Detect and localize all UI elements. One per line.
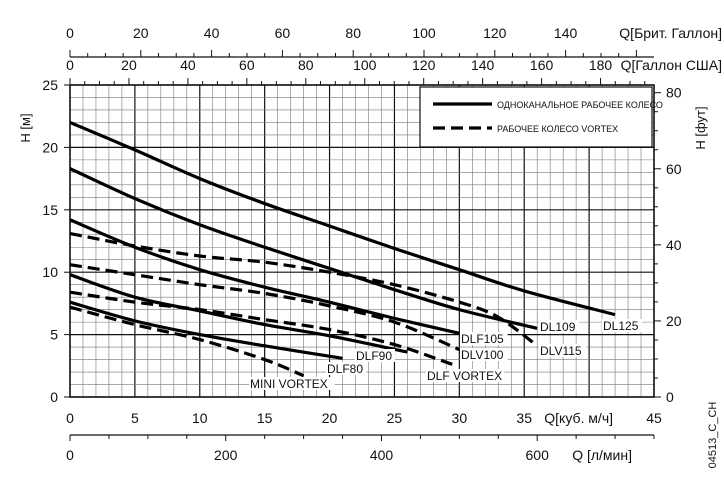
legend-label-dashed: РАБОЧЕЕ КОЛЕСО VORTEX: [497, 124, 618, 134]
us-gal-axis-label: Q[Галлон США]: [621, 57, 722, 73]
uk-gal-tick-label: 100: [412, 25, 436, 41]
curve-label-bg: [602, 319, 642, 332]
uk-gal-tick-label: 0: [66, 25, 74, 41]
ft-axis-label: H [фут]: [693, 106, 708, 149]
curve-dlf90: [69, 273, 408, 354]
ft-tick-label: 60: [666, 161, 682, 177]
us-gal-tick-label: 40: [180, 57, 196, 73]
ft-tick-label: 40: [666, 237, 682, 253]
lpm-tick-label: 200: [214, 447, 238, 463]
lpm-tick-label: 400: [370, 447, 394, 463]
uk-gal-tick-label: 20: [133, 25, 149, 41]
curve-label-dl125: DL125: [603, 319, 639, 333]
x-tick-label: 35: [516, 410, 532, 426]
us-gal-tick-label: 180: [589, 57, 613, 73]
curve-label-dlf105: DLF105: [461, 332, 504, 346]
us-gal-tick-label: 60: [239, 57, 255, 73]
uk-gal-axis-label: Q[Брит. Галлон]: [619, 25, 722, 41]
uk-gal-tick-label: 40: [204, 25, 220, 41]
curve-label-mini-vortex: MINI VORTEX: [250, 377, 328, 391]
curve-label-bg: [539, 320, 579, 333]
us-gal-tick-label: 20: [121, 57, 137, 73]
uk-gal-tick-label: 80: [345, 25, 361, 41]
drawing-code: 04513_C_CH: [707, 402, 719, 469]
ft-tick-label: 80: [666, 85, 682, 101]
us-gal-tick-label: 120: [412, 57, 436, 73]
curve-dlv100: [69, 263, 460, 352]
ft-tick-label: 0: [666, 389, 674, 405]
y-tick-label: 10: [42, 264, 58, 280]
curve-dlf-vortex: [69, 290, 454, 367]
us-gal-tick-label: 160: [530, 57, 554, 73]
x-tick-label: 10: [192, 410, 208, 426]
lpm-tick-label: 0: [66, 447, 74, 463]
legend-label-solid: ОДНОКАНАЛЬНОЕ РАБОЧЕЕ КОЛЕСО: [497, 100, 663, 110]
y-axis-label: H [м]: [18, 113, 33, 142]
x-tick-label: 45: [646, 410, 662, 426]
y-tick-label: 25: [42, 77, 58, 93]
curve-label-bg: [460, 348, 508, 361]
us-gal-tick-label: 80: [298, 57, 314, 73]
curve-label-bg: [355, 349, 395, 362]
curve-label-dlf-vortex: DLF VORTEX: [427, 369, 502, 383]
y-tick-label: 5: [50, 327, 58, 343]
curve-labels: DL125 DL109 DLF105 DLV115 DLV100 DLF90 DLF VOR…: [249, 319, 642, 391]
x-tick-label: 30: [452, 410, 468, 426]
lpm-axis-label: Q [л/мин]: [572, 447, 632, 463]
curve-label-dl109: DL109: [540, 320, 576, 334]
curve-label-bg: [460, 332, 508, 345]
curve-label-bg: [426, 369, 504, 382]
y-tick-label: 20: [42, 139, 58, 155]
plot-frame: [69, 84, 655, 398]
y-tick-label: 15: [42, 202, 58, 218]
uk-gal-tick-label: 60: [275, 25, 291, 41]
legend-box: [419, 86, 653, 148]
x-tick-label: 20: [322, 410, 338, 426]
curve-label-dlf80: DLF80: [327, 362, 363, 376]
x-tick-label: 5: [131, 410, 139, 426]
curve-dl125: [69, 120, 616, 317]
uk-gal-tick-label: 140: [554, 25, 578, 41]
curve-label-dlv100: DLV100: [461, 348, 504, 362]
x-tick-label: 15: [257, 410, 273, 426]
legend: ОДНОКАНАЛЬНОЕ РАБОЧЕЕ КОЛЕСО РАБОЧЕЕ КОЛЕ…: [419, 86, 663, 148]
curve-label-dlf90: DLF90: [356, 349, 392, 363]
curves: [69, 120, 616, 378]
y-tick-label: 0: [50, 389, 58, 405]
curve-dlf80: [69, 300, 343, 360]
us-gal-tick-label: 0: [66, 57, 74, 73]
x-tick-label: 0: [66, 410, 74, 426]
x-axis-label: Q[куб. м/ч]: [544, 410, 613, 426]
x-tick-label: 25: [387, 410, 403, 426]
curve-label-bg: [249, 377, 335, 390]
us-gal-tick-label: 140: [471, 57, 495, 73]
us-gal-tick-label: 100: [353, 57, 377, 73]
axes: 0 5 10 15 20 25 30 35 45Q[куб. м/ч]0 200 400 600 Q […: [18, 25, 722, 468]
ft-tick-label: 20: [666, 313, 682, 329]
curve-dlf105: [69, 218, 460, 335]
curve-label-bg: [326, 362, 366, 375]
curve-dl109: [69, 167, 538, 330]
curve-dlv115: [69, 231, 539, 348]
curve-label-bg: [539, 344, 587, 357]
uk-gal-tick-label: 120: [483, 25, 507, 41]
curve-mini-vortex: [69, 305, 305, 378]
lpm-tick-label: 600: [526, 447, 550, 463]
curve-label-dlv115: DLV115: [540, 344, 582, 358]
